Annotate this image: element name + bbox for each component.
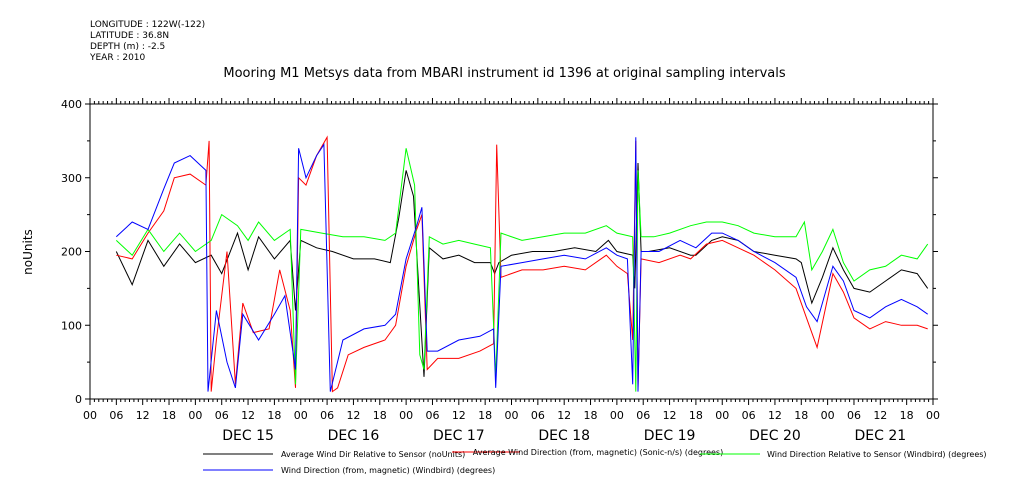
y-tick-label: 400 — [61, 98, 82, 111]
x-hour-label: 00 — [505, 409, 519, 422]
legend-label-3: Wind Direction Relative to Sensor (Windb… — [767, 450, 987, 459]
x-hour-label: 06 — [531, 409, 545, 422]
x-hour-label: 12 — [873, 409, 887, 422]
x-hour-label: 12 — [346, 409, 360, 422]
x-hour-label: 06 — [636, 409, 650, 422]
y-tick-label: 100 — [61, 319, 82, 332]
plot-frame — [89, 103, 934, 400]
x-hour-label: 06 — [109, 409, 123, 422]
x-hour-label: 00 — [715, 409, 729, 422]
x-day-label: DEC 16 — [328, 428, 380, 444]
x-day-label: DEC 20 — [749, 428, 801, 444]
x-hour-label: 18 — [373, 409, 387, 422]
series-line-3 — [115, 148, 929, 392]
x-hour-label: 12 — [557, 409, 571, 422]
x-hour-label: 00 — [926, 409, 940, 422]
x-hour-label: 12 — [663, 409, 677, 422]
x-hour-label: 00 — [83, 409, 97, 422]
x-hour-label: 18 — [900, 409, 914, 422]
x-hour-label: 06 — [320, 409, 334, 422]
legend-label-4: Wind Direction (from, magnetic) (Windbir… — [281, 466, 495, 475]
legend-label-1: Average Wind Dir Relative to Sensor (noU… — [281, 450, 465, 459]
y-tick-label: 0 — [75, 393, 82, 406]
chart-title: Mooring M1 Metsys data from MBARI instru… — [223, 66, 786, 81]
x-hour-label: 00 — [610, 409, 624, 422]
legend-label-2: Average Wind Direction (from, magnetic) … — [473, 448, 723, 457]
x-hour-label: 06 — [742, 409, 756, 422]
longitude-text: LONGITUDE : 122W(-122) — [90, 20, 206, 30]
x-hour-label: 00 — [188, 409, 202, 422]
x-hour-label: 18 — [794, 409, 808, 422]
x-hour-label: 06 — [847, 409, 861, 422]
x-hour-label: 12 — [136, 409, 150, 422]
series-line-1 — [115, 162, 929, 377]
x-hour-label: 18 — [267, 409, 281, 422]
x-hour-label: 00 — [821, 409, 835, 422]
depth-text: DEPTH (m) : -2.5 — [90, 42, 166, 52]
series-line-4 — [115, 137, 928, 392]
x-hour-label: 12 — [241, 409, 255, 422]
y-tick-label: 300 — [61, 172, 82, 185]
x-day-label: DEC 21 — [854, 428, 906, 444]
x-day-label: DEC 19 — [644, 428, 696, 444]
x-hour-label: 12 — [452, 409, 466, 422]
x-day-label: DEC 15 — [222, 428, 274, 444]
x-hour-label: 12 — [768, 409, 782, 422]
latitude-text: LATITUDE : 36.8N — [90, 31, 170, 41]
x-hour-label: 06 — [425, 409, 439, 422]
location-metadata: LONGITUDE : 122W(-122) LATITUDE : 36.8N … — [90, 20, 205, 64]
x-hour-label: 06 — [215, 409, 229, 422]
series-line-2 — [116, 135, 928, 393]
x-hour-label: 00 — [399, 409, 413, 422]
x-hour-label: 18 — [478, 409, 492, 422]
x-day-label: DEC 17 — [433, 428, 485, 444]
x-hour-label: 18 — [162, 409, 176, 422]
y-tick-label: 200 — [61, 246, 82, 259]
x-day-label: DEC 18 — [538, 428, 590, 444]
x-hour-label: 18 — [584, 409, 598, 422]
year-text: YEAR : 2010 — [90, 53, 146, 63]
x-hour-label: 18 — [689, 409, 703, 422]
x-hour-label: 00 — [294, 409, 308, 422]
